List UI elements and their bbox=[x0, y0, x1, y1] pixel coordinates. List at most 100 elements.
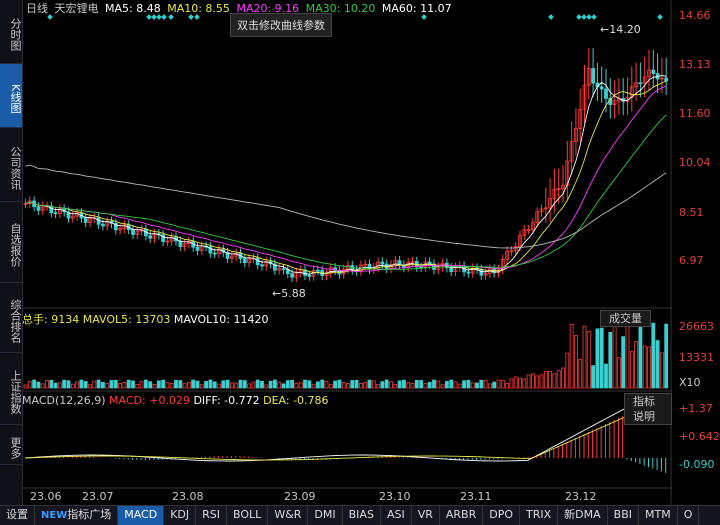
volume-bar bbox=[397, 380, 402, 389]
volume-bar bbox=[578, 358, 583, 389]
candle-body bbox=[49, 205, 54, 214]
tab-9[interactable]: ASI bbox=[381, 506, 412, 525]
volume-bar bbox=[642, 345, 647, 389]
candle-body bbox=[591, 68, 595, 84]
volume-bar bbox=[367, 379, 372, 389]
volume-bar bbox=[604, 363, 608, 389]
sidebar-item-1[interactable]: K线图 bbox=[0, 64, 22, 128]
volume-bar bbox=[135, 384, 140, 389]
volume-bar bbox=[242, 380, 247, 389]
candle-body bbox=[539, 208, 544, 213]
tab-8[interactable]: BIAS bbox=[343, 506, 381, 525]
volume-bar bbox=[556, 370, 561, 389]
new-badge: NEW bbox=[41, 510, 68, 521]
volume-bar bbox=[470, 382, 475, 389]
candle-body bbox=[513, 246, 518, 252]
tab-4[interactable]: RSI bbox=[196, 506, 228, 525]
tab-5[interactable]: BOLL bbox=[227, 506, 269, 525]
volume-bar bbox=[328, 384, 333, 389]
tab-12[interactable]: DPO bbox=[483, 506, 521, 525]
volume-bar bbox=[565, 352, 570, 389]
candle-body bbox=[410, 260, 415, 263]
date-label: 23.06 bbox=[30, 490, 62, 503]
ma5-line bbox=[25, 75, 667, 275]
sidebar-item-0[interactable]: 分时图 bbox=[0, 0, 22, 64]
price-tick-label: 13.13 bbox=[679, 58, 711, 71]
candle-body bbox=[225, 251, 230, 259]
volume-bar bbox=[144, 379, 148, 389]
tab-14[interactable]: 新DMA bbox=[558, 506, 608, 525]
volume-bar bbox=[548, 370, 552, 389]
price-tick-label: 6.97 bbox=[679, 254, 704, 267]
tab-13[interactable]: TRIX bbox=[520, 506, 559, 525]
chart-area[interactable]: ←14.20 ←5.88 日线 天宏锂电 MA5: 8.48 MA10: 8.55… bbox=[22, 0, 672, 505]
volume-bar bbox=[324, 381, 329, 389]
ma20-value: MA20: 9.16 bbox=[236, 2, 300, 15]
candle-body bbox=[36, 206, 41, 211]
candle-body bbox=[449, 267, 454, 273]
candle-body bbox=[212, 252, 217, 255]
candle-body bbox=[380, 261, 385, 265]
tab-0[interactable]: 设置 bbox=[0, 506, 35, 525]
candle-body bbox=[543, 207, 548, 210]
volume-bar bbox=[466, 379, 471, 389]
candle-body bbox=[113, 222, 118, 231]
volume-bar bbox=[92, 380, 97, 389]
tab-6[interactable]: W&R bbox=[268, 506, 309, 525]
ma60-line bbox=[25, 164, 667, 249]
tab-2[interactable]: MACD bbox=[118, 506, 165, 525]
volume-bar bbox=[45, 380, 49, 389]
volume-bar bbox=[586, 331, 591, 389]
price-tick-label: 11.60 bbox=[679, 107, 711, 120]
volume-bar bbox=[487, 383, 492, 389]
indicator-help-button[interactable]: 指标说明 bbox=[624, 393, 672, 425]
volume-bar bbox=[229, 382, 234, 389]
tab-1[interactable]: NEW指标广场 bbox=[35, 506, 119, 525]
signal-marker bbox=[586, 14, 592, 20]
candle-body bbox=[66, 211, 71, 219]
tab-15[interactable]: BBI bbox=[608, 506, 640, 525]
volume-bar bbox=[66, 380, 71, 389]
sidebar-item-6[interactable]: 更多 bbox=[0, 425, 22, 465]
candle-body bbox=[604, 88, 608, 99]
volume-bar bbox=[436, 380, 441, 389]
sidebar-item-2[interactable]: 公司资讯 bbox=[0, 128, 22, 202]
tab-3[interactable]: KDJ bbox=[164, 506, 197, 525]
tab-10[interactable]: VR bbox=[412, 506, 440, 525]
volume-bar bbox=[617, 357, 621, 389]
high-price-label: ←14.20 bbox=[600, 23, 641, 36]
volume-bar bbox=[539, 374, 544, 389]
volume-type-button[interactable]: 成交量 bbox=[600, 310, 651, 327]
macd-tick-label: +0.642 bbox=[679, 430, 720, 443]
date-label: 23.10 bbox=[379, 490, 411, 503]
candle-body bbox=[255, 257, 260, 266]
candle-body bbox=[88, 218, 92, 223]
volume-bar bbox=[526, 374, 531, 389]
candle-body bbox=[182, 243, 187, 247]
volume-bar bbox=[621, 336, 626, 389]
candle-body bbox=[169, 236, 174, 242]
volume-bar bbox=[298, 382, 303, 389]
volume-bar bbox=[500, 380, 505, 389]
volume-bar bbox=[221, 380, 226, 389]
candle-body bbox=[518, 234, 522, 247]
signal-marker bbox=[576, 14, 582, 20]
tab-7[interactable]: DMI bbox=[308, 506, 343, 525]
ma10-value: MA10: 8.55 bbox=[167, 2, 230, 15]
candle-body bbox=[272, 263, 277, 271]
volume-bar bbox=[380, 381, 385, 389]
stock-name: 天宏锂电 bbox=[54, 2, 99, 15]
volume-bar bbox=[522, 378, 527, 389]
volume-bar bbox=[651, 322, 656, 389]
volume-bar bbox=[389, 381, 393, 389]
signal-marker bbox=[548, 14, 554, 20]
sidebar-item-5[interactable]: 上证指数 bbox=[0, 353, 22, 425]
volume-bar bbox=[247, 383, 252, 389]
tab-11[interactable]: ARBR bbox=[440, 506, 484, 525]
sidebar-item-4[interactable]: 综合排名 bbox=[0, 283, 22, 353]
candle-body bbox=[277, 268, 282, 271]
sidebar-item-3[interactable]: 自选报价 bbox=[0, 202, 22, 283]
tab-17[interactable]: O bbox=[678, 506, 700, 525]
tab-16[interactable]: MTM bbox=[639, 506, 678, 525]
candle-body bbox=[135, 230, 140, 235]
